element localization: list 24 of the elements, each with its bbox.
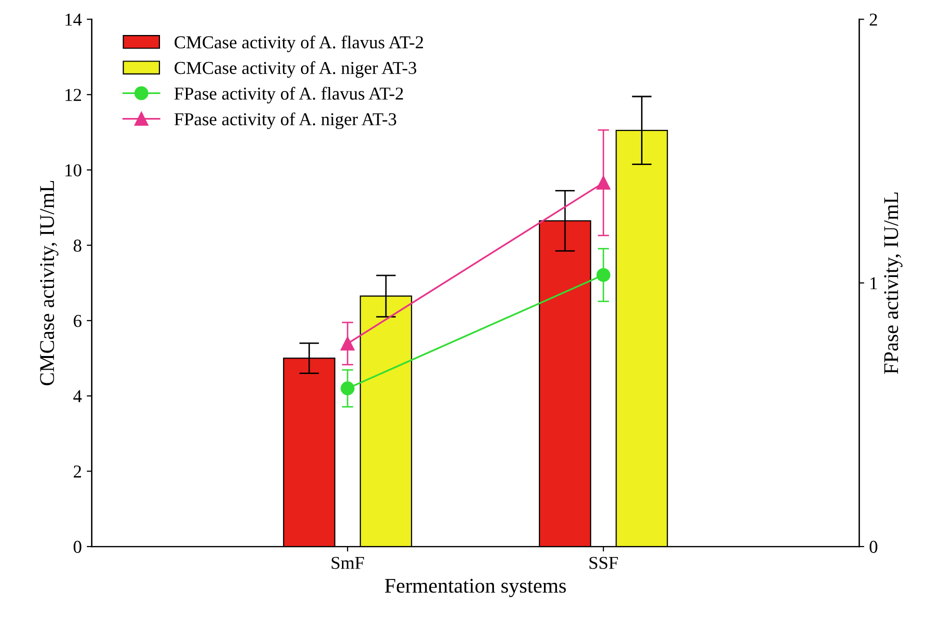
y-tick-label: 12	[66, 88, 82, 101]
y-tick-label: 6	[74, 314, 82, 328]
legend-label: FPase activity of A. flavus AT-2	[174, 86, 403, 104]
y-axis-title: CMCase activity, IU/mL	[40, 180, 58, 386]
legend-label: CMCase activity of A. niger AT-3	[174, 61, 416, 78]
y-tick-label: 4	[73, 390, 82, 402]
legend-label: CMCase activity of A. flavus AT-2	[174, 36, 423, 52]
y2-tick-label: 2	[870, 14, 877, 26]
x-axis-title: Fermentation systems	[384, 578, 566, 598]
y-tick-label: 0	[74, 540, 82, 553]
y-tick-label: 14	[66, 14, 82, 26]
y-tick-label: 2	[74, 466, 82, 478]
x-tick-label: SmF	[332, 556, 364, 569]
y-tick-label: 10	[66, 164, 82, 176]
point	[340, 381, 355, 396]
y2-tick-label: 1	[870, 277, 877, 290]
point	[340, 336, 355, 350]
y2-tick-label: 0	[870, 540, 878, 553]
point	[596, 268, 610, 282]
legend-label: FPase activity of A. niger AT-3	[174, 112, 396, 130]
x-tick-label: SSF	[590, 556, 618, 569]
y-tick-label: 8	[74, 240, 82, 252]
point	[596, 176, 610, 190]
y2-axis-title: FPase activity, IU/mL	[884, 192, 902, 374]
